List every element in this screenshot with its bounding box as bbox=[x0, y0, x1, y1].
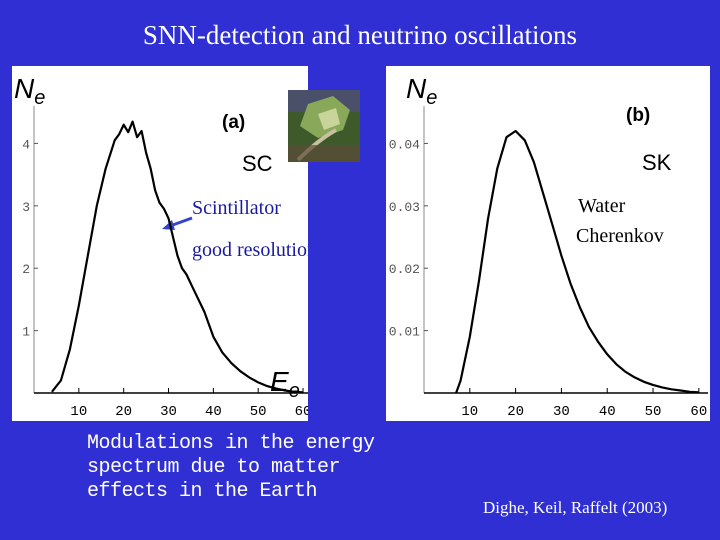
y-tick-label: 2 bbox=[22, 262, 30, 277]
x-tick-label: 50 bbox=[645, 404, 662, 420]
panel-b: Ne (b) SK Water Cherenkov 10 20 30 40 50 60 0.… bbox=[386, 66, 710, 421]
x-tick-label: 10 bbox=[70, 404, 87, 420]
y-tick-label: 0.04 bbox=[389, 137, 420, 152]
y-tick-label: 0.03 bbox=[389, 200, 420, 215]
x-tick-label: 40 bbox=[599, 404, 616, 420]
annotation-scintillator: Scintillator bbox=[192, 197, 281, 219]
plot-a-panel-label: (a) bbox=[222, 112, 245, 133]
caption-line-2: spectrum due to matter bbox=[87, 456, 341, 479]
y-tick-label: 0.02 bbox=[389, 262, 420, 277]
series-line bbox=[455, 129, 699, 394]
plot-b-svg: Ne (b) SK Water Cherenkov 10 20 30 40 50 60 0.… bbox=[389, 73, 708, 420]
y-tick-label: 4 bbox=[22, 137, 30, 152]
x-tick-label: 20 bbox=[507, 404, 524, 420]
caption-line-1: Modulations in the energy bbox=[87, 432, 375, 455]
plot-b-ylabel-sub: e bbox=[426, 87, 437, 109]
plot-a-svg: Ne Ee (a) SC Scintillator good resolutio… bbox=[14, 73, 308, 420]
satellite-photo-svg bbox=[288, 90, 360, 162]
series-line bbox=[51, 120, 304, 394]
caption-line-3: effects in the Earth bbox=[87, 480, 318, 503]
plot-a-detector: SC bbox=[242, 151, 273, 176]
panel-a: Ne Ee (a) SC Scintillator good resolutio… bbox=[12, 66, 308, 421]
plot-a-ylabel: Ne bbox=[14, 73, 45, 109]
x-tick-label: 60 bbox=[295, 404, 308, 420]
x-tick-label: 20 bbox=[115, 404, 132, 420]
x-tick-label: 30 bbox=[160, 404, 177, 420]
y-tick-label: 1 bbox=[22, 325, 30, 340]
plot-b-detector: SK bbox=[642, 150, 672, 175]
x-tick-label: 60 bbox=[690, 404, 707, 420]
y-tick-label: 0.01 bbox=[389, 325, 420, 340]
slide-title: SNN-detection and neutrino oscillations bbox=[142, 20, 578, 50]
x-tick-label: 40 bbox=[205, 404, 222, 420]
annotation-good-resolution: good resolution bbox=[192, 239, 308, 261]
annotation-arrow bbox=[169, 216, 193, 228]
caption: Modulations in the energy spectrum due t… bbox=[87, 432, 375, 504]
y-tick-label: 3 bbox=[22, 200, 30, 215]
annotation-water: Water bbox=[578, 195, 626, 217]
x-tick-label: 10 bbox=[461, 404, 478, 420]
plot-a-ylabel-sub: e bbox=[34, 87, 45, 109]
plot-b-panel-label: (b) bbox=[626, 105, 650, 126]
plot-b-ylabel: Ne bbox=[406, 73, 437, 109]
credit: Dighe, Keil, Raffelt (2003) bbox=[483, 498, 668, 517]
x-tick-label: 30 bbox=[553, 404, 570, 420]
satellite-photo bbox=[288, 90, 360, 162]
x-tick-label: 50 bbox=[250, 404, 267, 420]
annotation-cherenkov: Cherenkov bbox=[576, 225, 664, 247]
plot-a-xlabel: Ee bbox=[270, 366, 300, 402]
